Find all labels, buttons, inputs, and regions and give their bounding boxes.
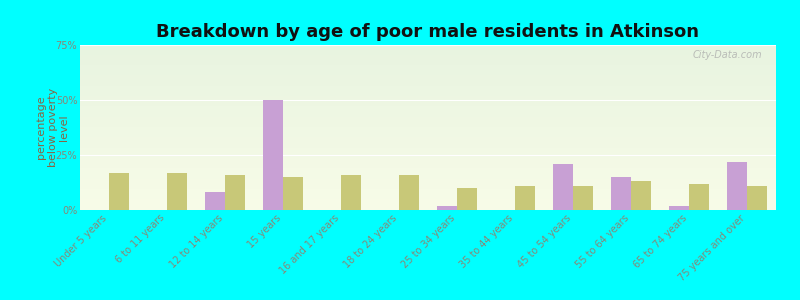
Bar bbox=[515, 186, 535, 210]
Bar bbox=[631, 182, 651, 210]
Text: City-Data.com: City-Data.com bbox=[693, 50, 762, 60]
Bar bbox=[747, 186, 767, 210]
Bar bbox=[726, 162, 747, 210]
Bar bbox=[167, 172, 187, 210]
Bar bbox=[689, 184, 710, 210]
Bar bbox=[225, 175, 246, 210]
Bar bbox=[553, 164, 573, 210]
Bar bbox=[457, 188, 478, 210]
Title: Breakdown by age of poor male residents in Atkinson: Breakdown by age of poor male residents … bbox=[157, 23, 699, 41]
Bar bbox=[399, 175, 419, 210]
Bar bbox=[669, 206, 689, 210]
Bar bbox=[341, 175, 362, 210]
Bar bbox=[610, 177, 631, 210]
Y-axis label: percentage
below poverty
level: percentage below poverty level bbox=[36, 88, 70, 167]
Bar bbox=[283, 177, 303, 210]
Bar bbox=[262, 100, 283, 210]
Bar bbox=[205, 192, 225, 210]
Bar bbox=[437, 206, 457, 210]
Bar bbox=[109, 172, 130, 210]
Bar bbox=[573, 186, 594, 210]
